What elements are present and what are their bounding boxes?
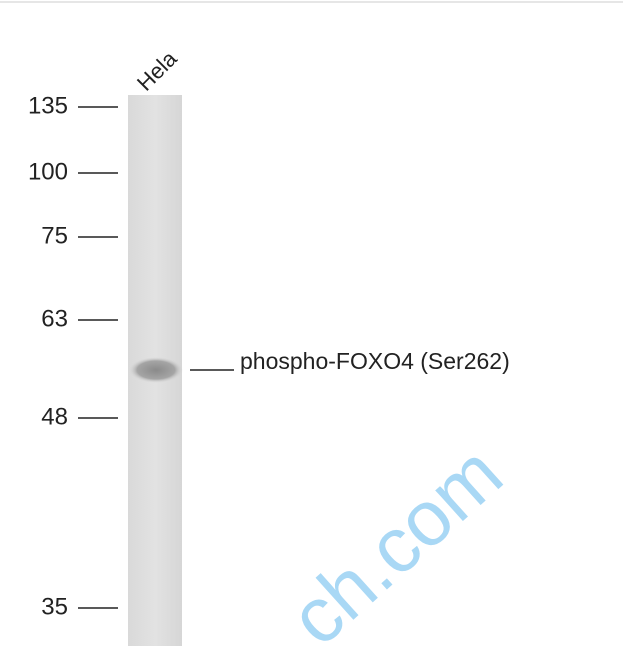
- marker-label: 100: [28, 158, 68, 185]
- marker-label: 63: [41, 305, 68, 332]
- marker-group: 135 100 75 63 48 35: [28, 92, 118, 620]
- band: [129, 357, 183, 383]
- watermark: ch.com: [273, 428, 519, 646]
- band-label: phospho-FOXO4 (Ser262): [240, 348, 510, 374]
- marker-label: 135: [28, 92, 68, 119]
- marker-label: 75: [41, 222, 68, 249]
- marker-label: 48: [41, 403, 68, 430]
- blot-figure: ch.com Hela phospho-FOXO4 (Ser262) 135 10…: [0, 0, 623, 646]
- marker-label: 35: [41, 593, 68, 620]
- lane-label: Hela: [132, 45, 182, 95]
